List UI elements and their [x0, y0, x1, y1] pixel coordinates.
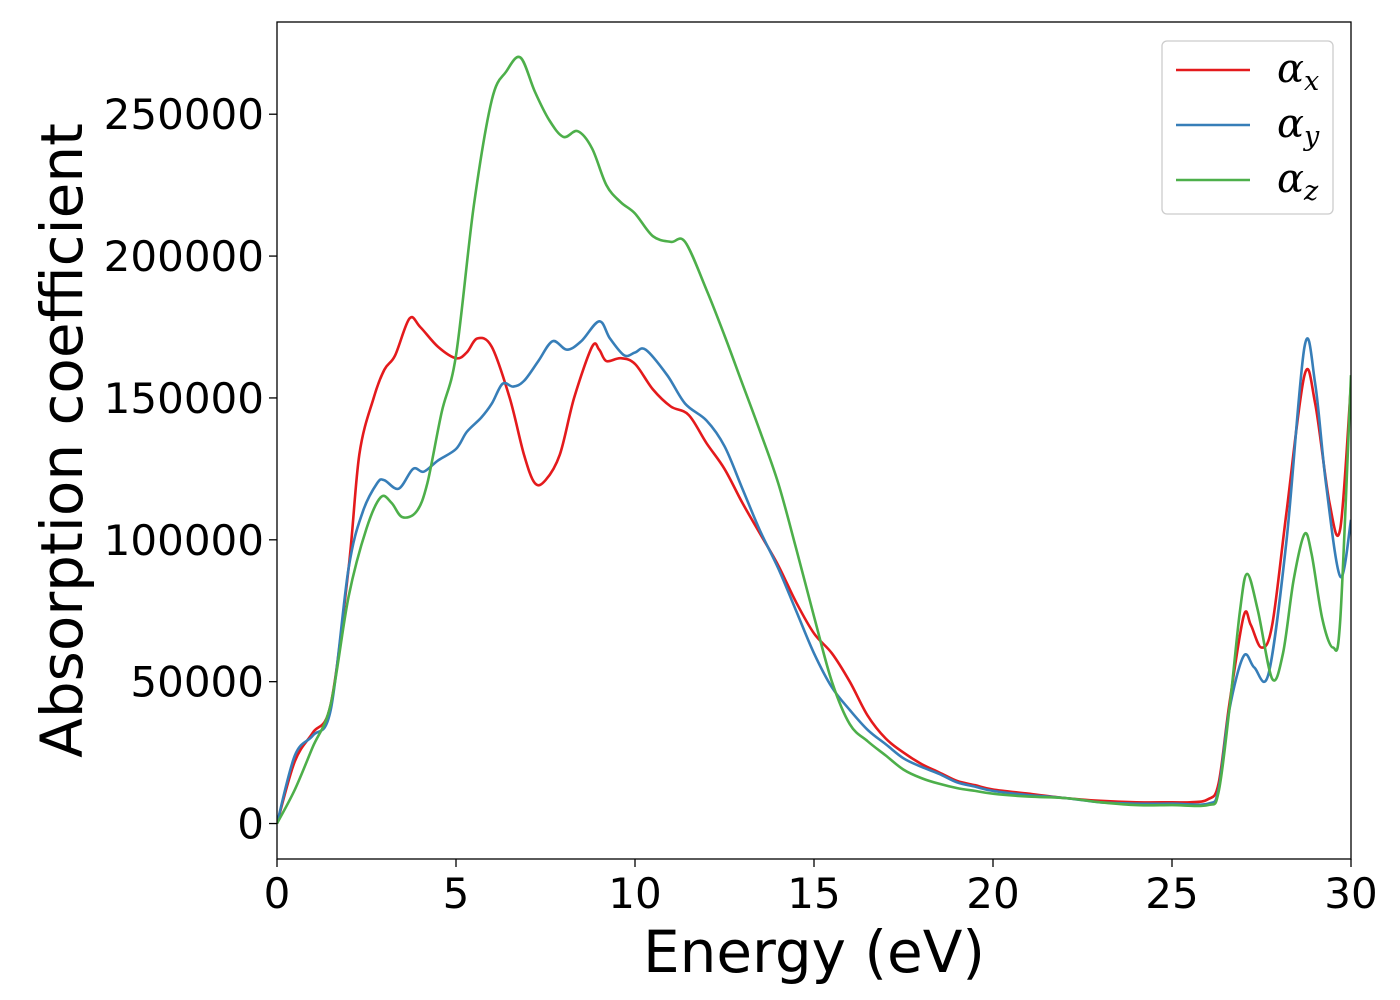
x-tick-label: 20 [966, 869, 1019, 918]
y-tick-label: 100000 [104, 516, 264, 565]
legend-label-y: αy [1277, 101, 1320, 152]
series-line-y [277, 320, 1351, 824]
x-tick-label: 30 [1324, 869, 1377, 918]
y-axis-ticks: 0 50000 100000 150000 200000 250000 [104, 90, 277, 849]
y-axis-label: Absorption coefficient [28, 123, 96, 758]
legend-label-z: αz [1277, 156, 1319, 207]
x-axis-ticks: 0 5 10 15 20 25 30 [264, 859, 1378, 918]
y-tick-label: 0 [237, 800, 264, 849]
y-tick-label: 250000 [104, 90, 264, 139]
x-tick-label: 25 [1145, 869, 1198, 918]
x-axis-label: Energy (eV) [643, 918, 985, 986]
legend-label-x: αx [1277, 46, 1319, 97]
legend-box [1161, 40, 1334, 215]
x-tick-label: 0 [264, 869, 291, 918]
y-tick-label: 200000 [104, 232, 264, 281]
series-line-z [277, 55, 1351, 825]
x-tick-label: 5 [443, 869, 470, 918]
series-line-x [277, 315, 1351, 824]
plot-lines [277, 55, 1351, 825]
x-tick-label: 15 [787, 869, 840, 918]
y-tick-label: 150000 [104, 374, 264, 423]
x-tick-label: 10 [608, 869, 661, 918]
y-tick-label: 50000 [130, 658, 264, 707]
